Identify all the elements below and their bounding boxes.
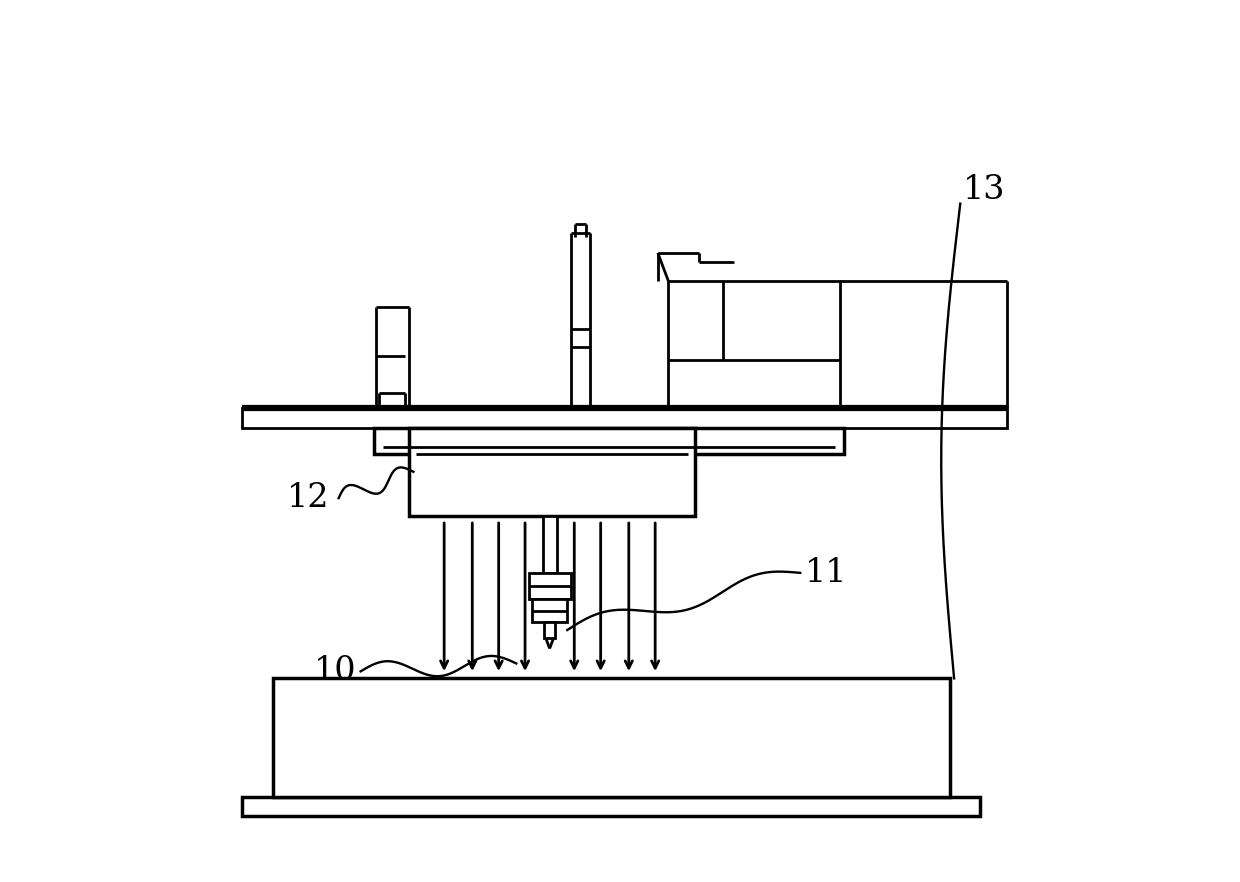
Bar xyxy=(242,797,981,817)
Bar xyxy=(242,408,1007,428)
Bar xyxy=(373,428,844,454)
Bar xyxy=(528,573,570,599)
Bar xyxy=(273,678,950,797)
Bar xyxy=(532,599,567,622)
Text: 11: 11 xyxy=(805,557,847,589)
Text: 12: 12 xyxy=(288,482,330,514)
Text: 10: 10 xyxy=(314,655,356,687)
Bar xyxy=(544,622,556,638)
Bar xyxy=(409,428,694,516)
Text: 13: 13 xyxy=(963,175,1006,206)
Bar xyxy=(668,281,839,408)
Bar xyxy=(543,516,557,573)
